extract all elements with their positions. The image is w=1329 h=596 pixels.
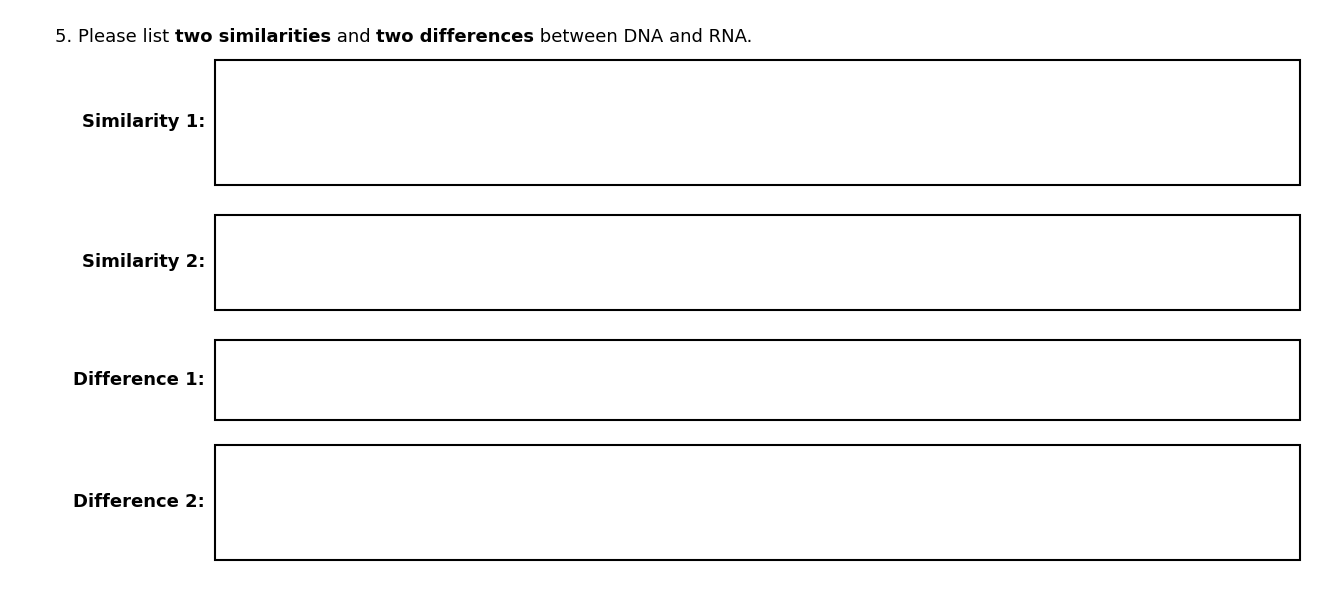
Text: Difference 1:: Difference 1: bbox=[73, 371, 205, 389]
Text: between DNA and RNA.: between DNA and RNA. bbox=[534, 28, 752, 46]
Text: two differences: two differences bbox=[376, 28, 534, 46]
Text: Similarity 1:: Similarity 1: bbox=[81, 113, 205, 131]
Bar bbox=[215, 60, 1300, 185]
Bar bbox=[215, 445, 1300, 560]
Text: and: and bbox=[331, 28, 376, 46]
Text: Difference 2:: Difference 2: bbox=[73, 493, 205, 511]
Text: 5. Please list: 5. Please list bbox=[54, 28, 175, 46]
Text: Similarity 2:: Similarity 2: bbox=[81, 253, 205, 271]
Text: two similarities: two similarities bbox=[175, 28, 331, 46]
Bar bbox=[215, 215, 1300, 310]
Bar bbox=[215, 340, 1300, 420]
